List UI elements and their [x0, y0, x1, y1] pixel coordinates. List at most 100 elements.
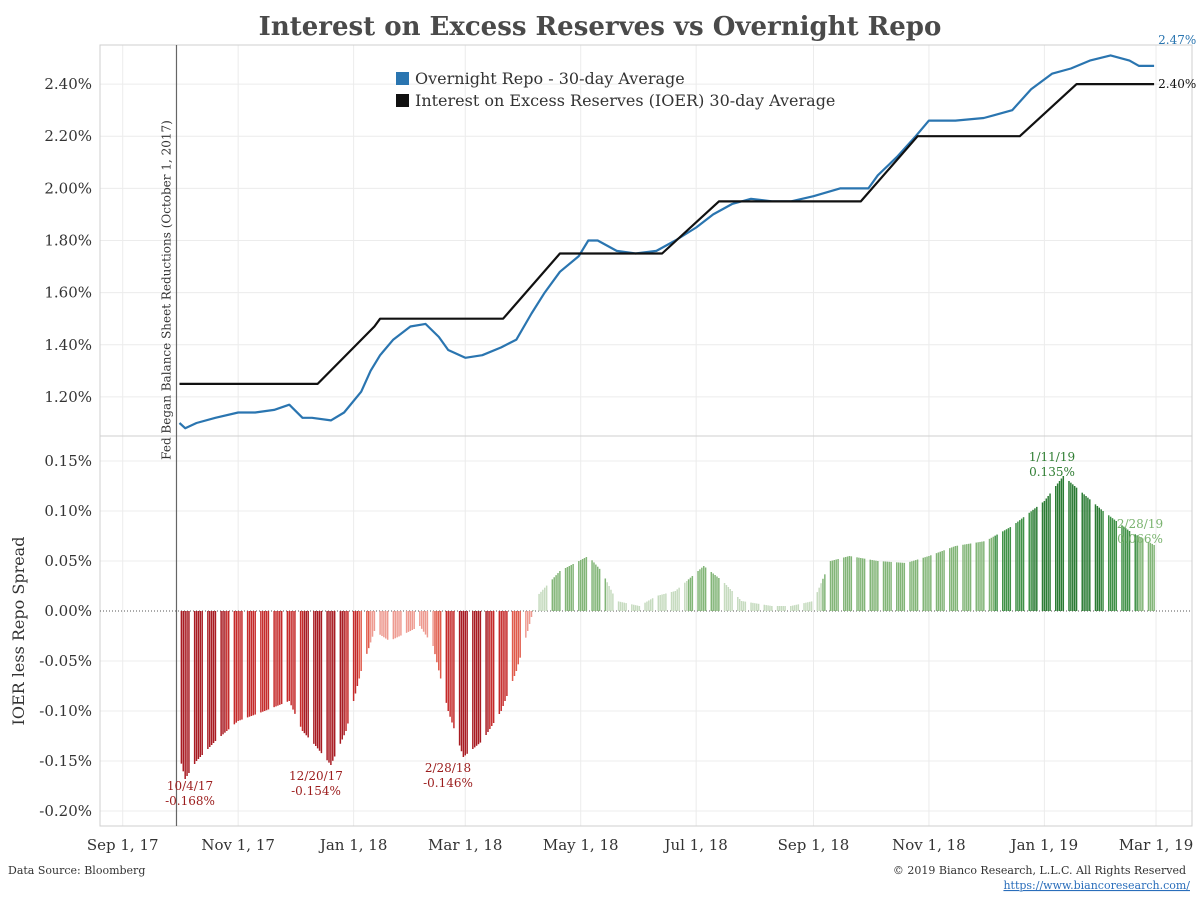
spread-bar — [634, 605, 637, 611]
spread-bar — [305, 611, 308, 736]
y-tick-label-top: 2.00% — [44, 179, 92, 197]
spread-bar — [489, 611, 491, 729]
spread-bar — [502, 611, 504, 706]
y-tick-label-bottom: -0.10% — [39, 702, 92, 720]
spread-bar — [884, 561, 887, 611]
spread-bar — [485, 611, 487, 735]
spread-bar — [1032, 509, 1034, 611]
spread-bar — [856, 557, 858, 611]
spread-bar — [572, 564, 574, 611]
spread-bar — [612, 593, 614, 611]
spread-bar — [464, 611, 466, 756]
spread-bar — [313, 611, 315, 744]
x-tick-label: Nov 1, 18 — [892, 836, 966, 854]
spread-bar — [861, 558, 864, 611]
spread-bar — [341, 611, 343, 740]
spread-bar — [280, 611, 283, 705]
spread-bar — [1100, 509, 1102, 611]
spread-bar — [983, 541, 985, 611]
spread-bar — [373, 611, 376, 631]
x-tick-label: Sep 1, 17 — [87, 836, 159, 854]
spread-bar — [262, 611, 264, 712]
spread-bar — [818, 587, 820, 611]
annotation-date: 1/11/19 — [1029, 450, 1075, 464]
spread-bar — [1140, 537, 1142, 611]
annotation-date: 12/20/17 — [289, 769, 343, 783]
spread-bar — [843, 557, 845, 611]
spread-bar — [445, 611, 448, 703]
spread-bar — [1028, 512, 1030, 611]
spread-bar — [451, 611, 453, 723]
x-tick-label: Jan 1, 18 — [318, 836, 388, 854]
spread-bar — [1007, 528, 1010, 611]
spread-bar — [1123, 526, 1125, 611]
spread-bar — [307, 611, 309, 738]
spread-bar — [977, 542, 979, 611]
spread-bar — [318, 611, 321, 751]
spread-bar — [392, 611, 395, 640]
spread-bar — [752, 602, 754, 611]
spread-bar — [352, 611, 355, 701]
spread-bar — [538, 593, 540, 611]
spread-bar — [301, 611, 304, 731]
spread-bar — [473, 611, 476, 748]
spread-bar — [1113, 519, 1116, 611]
spread-bar — [595, 564, 597, 611]
spread-bar — [591, 560, 593, 611]
spread-bar — [447, 611, 449, 711]
spread-bar — [937, 552, 940, 611]
ioer-end-label: 2.40% — [1158, 77, 1196, 91]
spread-bar — [848, 556, 851, 611]
spread-bar — [689, 577, 692, 611]
spread-bar — [704, 567, 707, 611]
spread-bar — [790, 606, 792, 611]
spread-bar — [926, 556, 928, 611]
spread-bars — [180, 476, 1155, 779]
spread-bar — [1089, 499, 1091, 611]
spread-bar — [347, 611, 349, 724]
y-tick-label-top: 1.80% — [44, 232, 92, 250]
spread-bar — [684, 582, 686, 611]
spread-bar — [193, 611, 196, 764]
spread-bar — [1034, 508, 1036, 611]
spread-bar — [935, 553, 938, 611]
spread-bar — [525, 611, 527, 638]
spread-bar — [197, 611, 200, 759]
spread-bar — [625, 603, 627, 611]
spread-bar — [419, 611, 421, 626]
spread-bar — [1062, 476, 1065, 611]
y-tick-label-bottom: 0.00% — [44, 602, 92, 620]
spread-bar — [279, 611, 281, 705]
x-tick-label: Mar 1, 18 — [428, 836, 502, 854]
spread-bar — [386, 611, 389, 640]
spread-bar — [644, 602, 646, 611]
spread-bar — [718, 578, 720, 611]
spread-bar — [816, 592, 819, 611]
spread-bar — [967, 543, 970, 611]
spread-bar — [530, 611, 533, 617]
spread-bar — [1151, 543, 1153, 611]
spread-bar — [617, 601, 620, 611]
legend-swatch — [396, 72, 409, 85]
spread-bar — [1125, 528, 1127, 611]
spread-bar — [648, 600, 650, 611]
axes: Sep 1, 17 Nov 1, 17 Jan 1, 18 Mar 1, 18 May … — [9, 44, 1193, 854]
x-tick-label: Sep 1, 18 — [778, 836, 850, 854]
spread-bar — [407, 611, 410, 632]
spread-bar — [1096, 506, 1099, 611]
spread-bar — [398, 611, 400, 637]
spread-bar — [222, 611, 224, 735]
spread-bar — [356, 611, 359, 686]
spread-bar — [542, 589, 544, 611]
spread-bar — [248, 611, 251, 717]
spread-bar — [771, 606, 773, 611]
spread-bar — [716, 576, 718, 611]
spread-bar — [729, 589, 731, 611]
spread-bar — [182, 611, 185, 772]
spread-bar — [765, 605, 767, 611]
spread-bar — [328, 611, 330, 763]
spread-bar — [394, 611, 396, 639]
spread-bar — [426, 611, 429, 638]
spread-bar — [519, 611, 521, 658]
spread-bar — [453, 611, 455, 729]
